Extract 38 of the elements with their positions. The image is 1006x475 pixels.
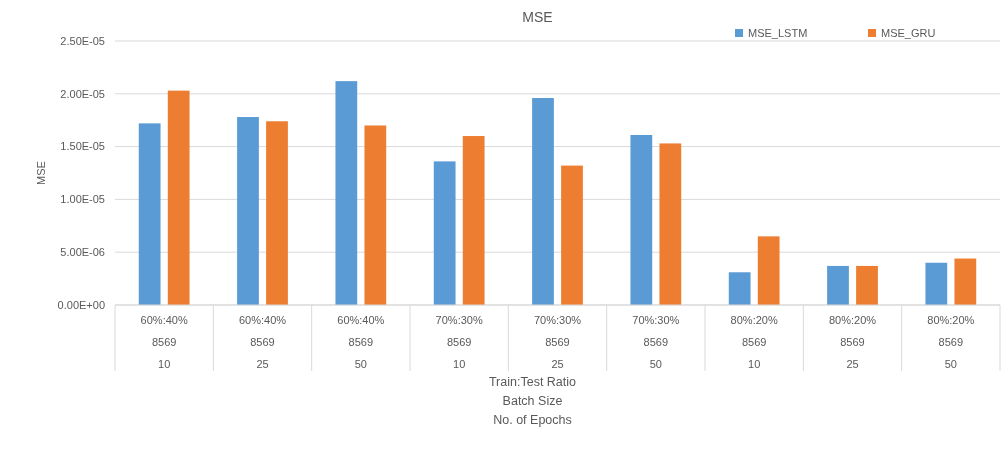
bar (335, 81, 358, 305)
bar (167, 90, 190, 305)
chart-title: MSE (522, 9, 553, 25)
x-tick-label: 70%:30% 8569 10 (435, 313, 483, 370)
y-tick-label: 5.00E-06 (60, 246, 105, 259)
bar (827, 265, 849, 305)
bar (954, 258, 977, 305)
bar (364, 125, 387, 305)
x-tick-label: 80%:20% 8569 10 (730, 313, 778, 370)
bar (630, 134, 653, 305)
bar (856, 265, 878, 305)
bar (561, 165, 583, 305)
bar (462, 136, 485, 305)
y-tick-label: 0.00E+00 (57, 298, 105, 311)
y-axis-title: MSE (35, 161, 47, 185)
x-tick-label: 70%:30% 8569 50 (632, 313, 680, 370)
bar (925, 262, 948, 305)
x-tick-label: 60%:40% 8569 10 (140, 313, 188, 370)
x-tick-label: 70%:30% 8569 25 (533, 313, 582, 370)
legend-label: MSE_GRU (881, 26, 936, 39)
y-tick-label: 2.50E-05 (60, 34, 105, 47)
x-tick-label: 60%:40% 8569 25 (238, 313, 287, 370)
x-tick-label: 60%:40% 8569 50 (337, 313, 385, 370)
y-tick-label: 1.00E-05 (60, 193, 105, 206)
bar (728, 272, 751, 305)
legend-label: MSE_LSTM (748, 26, 808, 39)
bar (266, 121, 288, 305)
bar (757, 236, 780, 305)
x-axis-title: Train:Test Ratio Batch Size No. of Epochs (488, 375, 577, 428)
bar (237, 117, 259, 305)
bar (138, 123, 161, 305)
bar (659, 143, 682, 305)
y-tick-label: 2.00E-05 (60, 87, 105, 100)
bar (532, 98, 554, 305)
bar (433, 161, 456, 305)
x-tick-label: 80%:20% 8569 25 (828, 313, 877, 370)
x-tick-label: 80%:20% 8569 50 (927, 313, 975, 370)
y-tick-label: 1.50E-05 (60, 140, 105, 153)
